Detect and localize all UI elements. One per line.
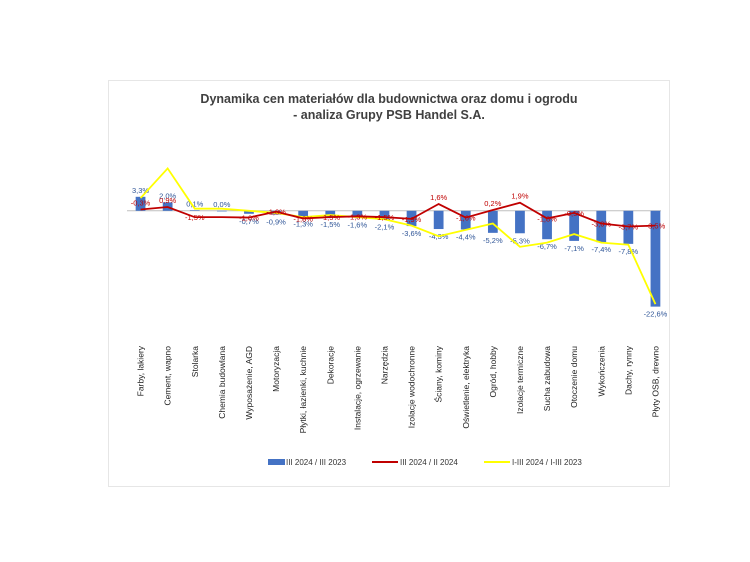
red-value-label: -1,6% [456,214,476,223]
legend-label-bars: III 2024 / III 2023 [286,458,347,467]
bar-value-label: -5,2% [483,236,503,245]
bar-value-label: -0,7% [239,217,259,226]
red-value-label: -1,0% [266,208,286,217]
bar [135,196,146,211]
chart-title-line2: - analiza Grupy PSB Handel S.A. [293,108,485,122]
bar-labels: 3,3% 2,0% 0,1% 0,0% -0,7% -0,9% -1,3% -1,5% -1,6… [132,186,668,319]
red-value-label: -0,3% [131,199,151,208]
bar-value-label: 2,0% [159,191,176,200]
bar [216,210,227,212]
bar-value-label: 3,3% [132,186,149,195]
bar-value-label: -7,8% [619,247,639,256]
red-value-label: -3,7% [619,222,639,231]
red-value-label: -1,3% [348,212,368,221]
bar-value-label: -0,9% [266,218,286,227]
category-labels: Farby, lakiery Cement, wapno Stolarka Chemi… [136,345,661,433]
legend-label-red: III 2024 / II 2024 [400,458,458,467]
category-label: Ściany, kominy [433,345,444,402]
bar-value-label: -5,3% [510,236,530,245]
bar [433,210,444,230]
bar-value-label: -3,6% [402,229,422,238]
chart-svg: Dynamika cen materiałów dla budownictwa … [127,92,668,467]
category-label: Płytki, łazienki, kuchnie [298,346,308,434]
category-label: Płyty OSB, drewno [650,346,660,418]
bar [515,210,525,234]
bar-value-label: -1,6% [348,221,368,230]
category-label: Farby, lakiery [136,345,146,396]
bar [596,210,607,243]
line-red [140,201,656,228]
category-label: Izolacje wodochronne [407,346,417,428]
chart-title-line1: Dynamika cen materiałów dla budownictwa … [200,92,577,106]
red-value-label: -1,5% [185,213,205,222]
category-label: Izolacje termiczne [515,346,525,414]
red-value-label: -1,5% [320,213,340,222]
category-label: Chemia budowlana [217,346,227,419]
bar [244,210,254,214]
chart-frame: Dynamika cen materiałów dla budownictwa … [108,80,670,487]
series-yellow [139,166,657,305]
bar [487,210,498,233]
bar-value-label: -4,4% [456,232,476,241]
category-label: Cement, wapno [163,346,173,406]
bar [379,210,390,220]
bar-value-label: -1,3% [293,219,313,228]
red-value-label: -1,6% [239,214,259,223]
category-label: Dekoracje [325,346,335,385]
category-label: Sucha zabudowa [542,346,552,411]
bar-value-label: 0,0% [213,200,230,209]
category-label: Wyposażenie, AGD [244,346,254,420]
category-label: Dachy, rynny [623,345,633,395]
bar [298,210,309,217]
red-value-label: -1,8% [537,214,557,223]
category-label: Narzędzia [379,346,389,385]
bar-value-label: -6,7% [537,242,557,251]
red-value-label: 0,9% [159,196,176,205]
red-value-label: -3,0% [591,220,611,229]
bar [189,210,200,211]
red-value-label: 0,2% [484,199,501,208]
category-label: Wykończenia [596,346,606,397]
category-label: Stolarka [190,346,200,377]
bar-value-label: -1,5% [320,220,340,229]
category-label: Otoczenie domu [569,346,579,408]
category-label: Instalacje, ogrzewanie [352,346,362,430]
line-yellow [139,166,657,305]
red-value-label: -1,9% [402,215,422,224]
red-value-label: -1,8% [293,214,313,223]
bar [542,210,552,240]
legend-swatch-bars [268,459,285,465]
bar-value-label: -7,4% [591,245,611,254]
bar [460,210,471,230]
bar [325,210,336,218]
bar-value-label: 0,1% [186,199,203,208]
red-labels: -0,3% 0,9%-1,5% -1,6%-1,0%-1,8% -1,5% -1,3% -… [131,192,666,232]
category-label: Oświetlenie, elektryka [461,346,471,429]
red-value-label: -3,5% [646,222,666,231]
bar-value-label: -7,1% [564,244,584,253]
red-value-label: -1,5% [375,213,395,222]
legend-label-yellow: I-III 2024 / I-III 2023 [512,458,582,467]
red-value-label: 1,9% [511,192,528,201]
bar-value-label: -22,6% [644,310,668,319]
bar-value-label: -2,1% [375,223,395,232]
red-value-label: -0,5% [564,209,584,218]
legend: III 2024 / III 2023 III 2024 / II 2024 I-I… [268,458,582,467]
bar [569,210,580,241]
series-red [140,201,656,228]
category-label: Ogród, hobby [488,345,498,397]
bar [650,210,661,307]
bar [352,210,363,218]
category-label: Motoryzacja [271,346,281,392]
red-value-label: 1,6% [430,193,447,202]
